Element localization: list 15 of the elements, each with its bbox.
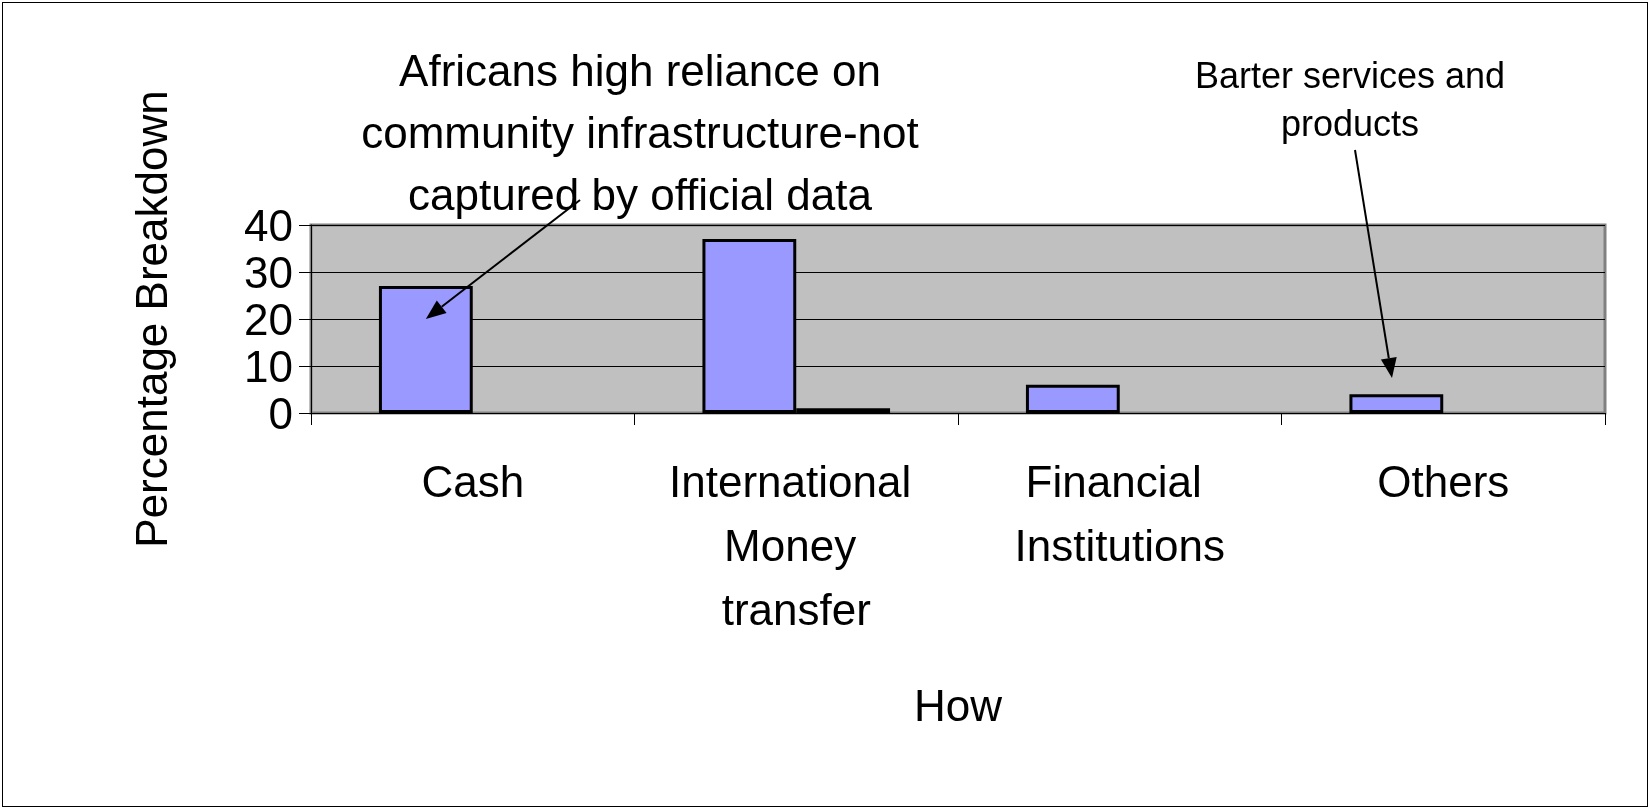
x-tick-label: Others [1377, 456, 1510, 506]
x-tick-label: International Money transfer [669, 456, 924, 634]
y-axis-title: Percentage Breakdown [126, 90, 176, 548]
x-tick-label: Financial Institutions [1014, 456, 1225, 570]
bar [1349, 394, 1444, 413]
y-tick-label: 20 [244, 294, 293, 344]
annotation: Africans high reliance on community infrastructure-not captured by official data [360, 45, 920, 221]
y-tick-label: 30 [244, 247, 293, 297]
text: Barter services and products [1193, 54, 1507, 146]
y-tick-label: 10 [244, 341, 293, 391]
y-tick-label: 40 [244, 200, 293, 250]
x-tick-label: Cash [421, 456, 525, 506]
y-tick-label: 0 [268, 388, 293, 438]
bar [1025, 384, 1120, 413]
x-axis-title: How [913, 680, 1003, 730]
